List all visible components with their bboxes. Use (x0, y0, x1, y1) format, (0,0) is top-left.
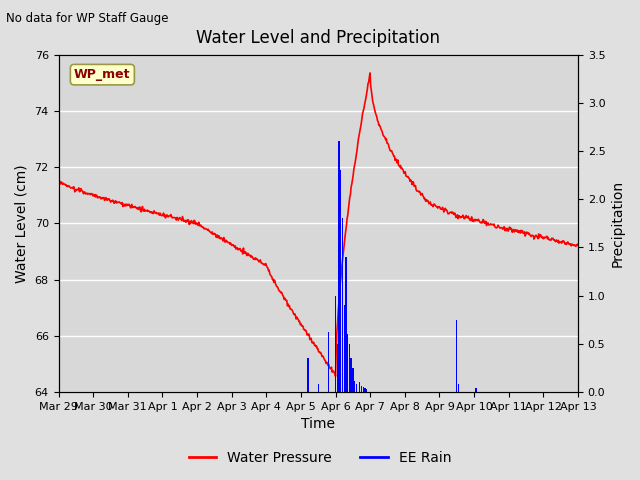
Bar (352, 368, 353, 392)
Bar (339, 141, 340, 392)
Legend: Water Pressure, EE Rain: Water Pressure, EE Rain (183, 445, 457, 471)
Bar (344, 305, 345, 392)
Bar (337, 344, 338, 392)
Bar (342, 218, 343, 392)
Text: No data for WP Staff Gauge: No data for WP Staff Gauge (6, 12, 169, 25)
Bar (328, 332, 330, 392)
Bar (317, 384, 319, 392)
Bar (354, 381, 355, 392)
Bar (364, 388, 365, 392)
Y-axis label: Precipitation: Precipitation (611, 180, 625, 267)
Bar (340, 170, 342, 392)
X-axis label: Time: Time (301, 418, 335, 432)
Bar (335, 296, 336, 392)
Bar (345, 257, 347, 392)
Bar (359, 383, 360, 392)
Bar (356, 384, 357, 392)
Bar (363, 387, 364, 392)
Title: Water Level and Precipitation: Water Level and Precipitation (196, 29, 440, 48)
Bar (349, 344, 350, 392)
Bar (347, 334, 348, 392)
Bar (458, 384, 459, 392)
Bar (475, 388, 477, 392)
Bar (366, 389, 367, 392)
Bar (351, 359, 352, 392)
Bar (361, 386, 362, 392)
Bar (456, 320, 458, 392)
Y-axis label: Water Level (cm): Water Level (cm) (15, 164, 29, 283)
Text: WP_met: WP_met (74, 68, 131, 81)
Bar (307, 359, 308, 392)
